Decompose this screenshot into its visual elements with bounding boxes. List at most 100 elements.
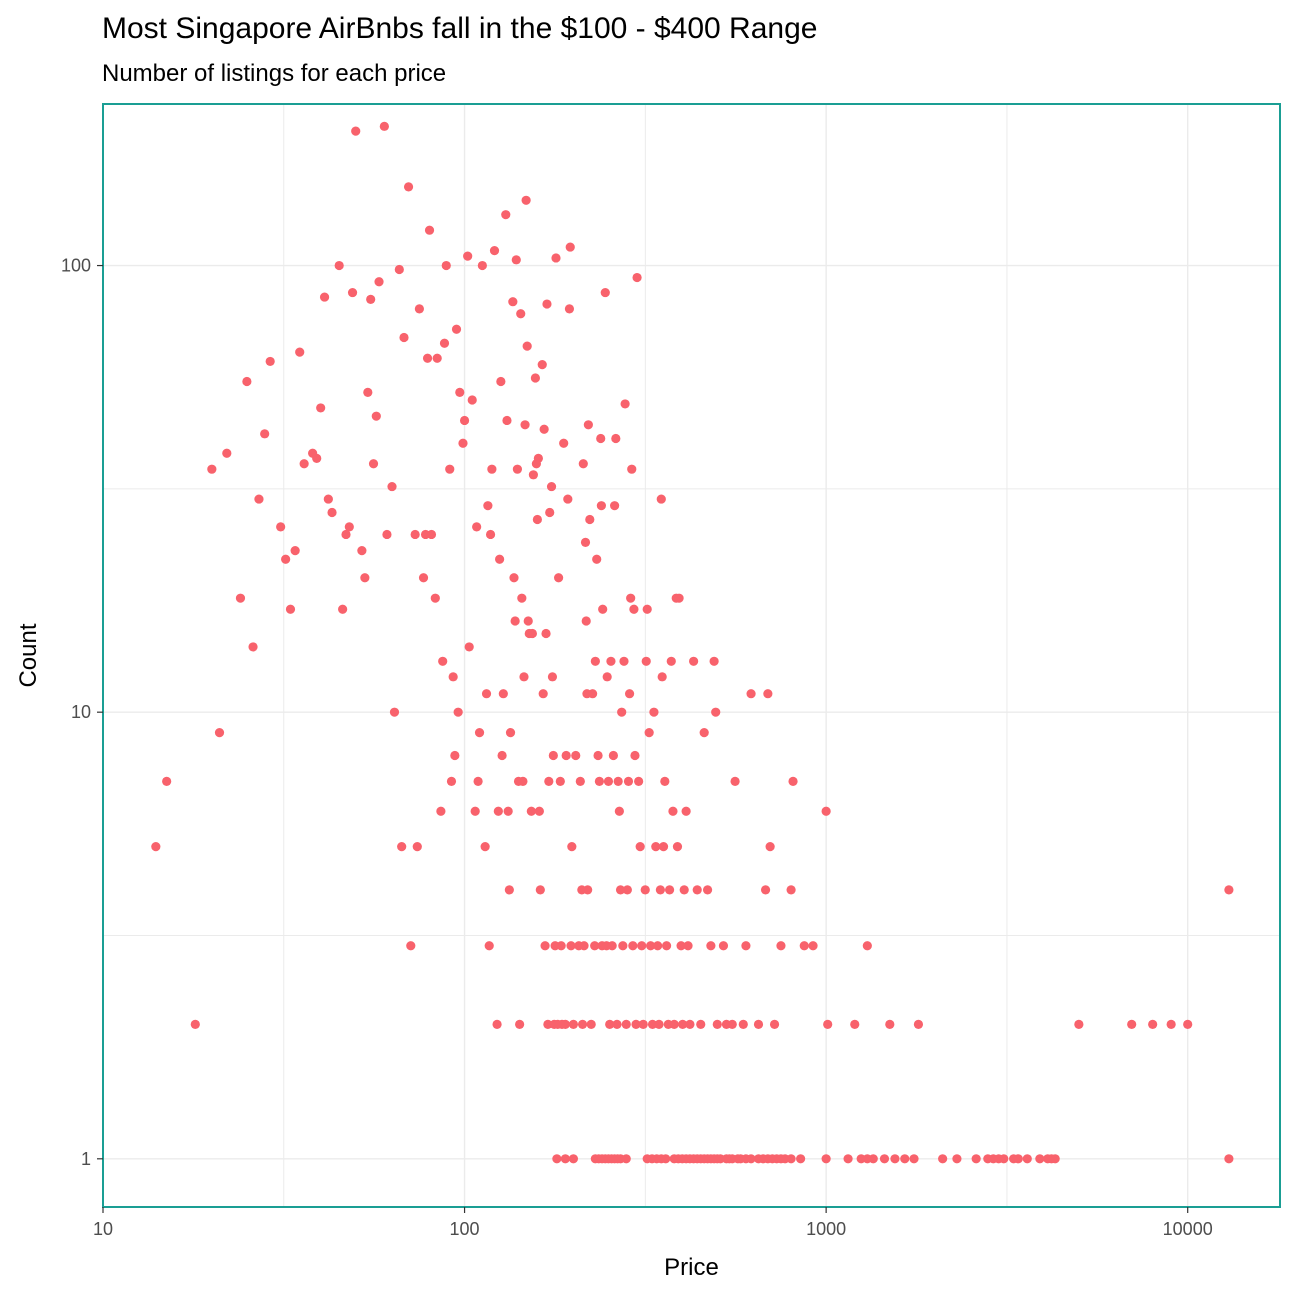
data-point xyxy=(406,941,416,951)
data-point xyxy=(319,292,330,302)
data-point xyxy=(436,806,446,816)
data-point xyxy=(248,642,258,652)
data-point xyxy=(696,1019,706,1029)
data-point xyxy=(368,459,379,469)
data-point xyxy=(492,1019,502,1029)
data-point xyxy=(503,806,513,816)
data-point xyxy=(909,1154,919,1164)
data-point xyxy=(357,546,367,556)
data-point xyxy=(900,1154,910,1164)
data-point xyxy=(608,750,618,761)
data-point xyxy=(765,842,775,852)
data-point xyxy=(786,1154,796,1164)
data-point xyxy=(685,1019,695,1029)
data-point xyxy=(615,885,626,895)
data-point xyxy=(594,776,605,786)
data-point xyxy=(455,387,465,397)
data-point xyxy=(509,573,519,583)
data-point xyxy=(590,941,600,951)
data-point xyxy=(555,776,565,786)
data-point xyxy=(890,1154,900,1164)
data-point xyxy=(583,885,593,895)
data-point xyxy=(593,750,603,761)
data-point xyxy=(551,253,561,263)
data-point xyxy=(566,941,576,951)
data-point xyxy=(571,750,581,761)
data-point xyxy=(630,750,640,761)
data-point xyxy=(1183,1019,1193,1029)
data-point xyxy=(769,1019,780,1029)
data-point xyxy=(463,251,473,261)
data-point xyxy=(586,1019,596,1029)
data-point xyxy=(741,941,751,951)
data-point xyxy=(548,750,558,761)
data-point xyxy=(622,885,632,895)
data-point xyxy=(640,885,650,895)
data-point xyxy=(439,338,450,348)
data-point xyxy=(563,494,573,504)
data-point xyxy=(590,656,600,666)
data-point xyxy=(628,941,638,951)
data-point xyxy=(1127,1019,1137,1029)
data-point xyxy=(422,353,433,363)
data-point xyxy=(533,453,543,464)
data-point xyxy=(660,776,670,786)
data-point xyxy=(626,593,636,603)
y-axis-title: Count xyxy=(15,623,42,687)
data-point xyxy=(254,494,264,504)
data-point xyxy=(657,672,667,682)
data-point xyxy=(316,403,326,413)
data-point xyxy=(1224,885,1234,895)
data-point xyxy=(711,707,721,717)
data-point xyxy=(1022,1154,1032,1164)
data-point xyxy=(786,885,796,895)
data-point xyxy=(323,494,333,504)
data-point xyxy=(843,1154,853,1164)
data-point xyxy=(489,246,500,256)
data-point xyxy=(672,842,683,852)
data-point xyxy=(498,689,508,699)
x-tick-label: 10000 xyxy=(1163,1219,1213,1239)
data-point xyxy=(483,501,493,511)
data-point xyxy=(412,842,422,852)
data-point xyxy=(681,806,691,816)
data-point xyxy=(281,554,291,564)
data-point xyxy=(487,464,497,474)
data-point xyxy=(561,750,571,761)
data-point xyxy=(621,1019,631,1029)
data-point xyxy=(290,546,300,556)
y-tick-label: 100 xyxy=(61,256,91,276)
data-point xyxy=(632,272,642,283)
data-point xyxy=(526,806,536,816)
data-point xyxy=(459,415,470,426)
data-point xyxy=(242,376,252,387)
data-point xyxy=(446,776,457,786)
data-point xyxy=(505,728,516,738)
data-point xyxy=(585,514,595,525)
data-point xyxy=(403,182,414,192)
data-point xyxy=(580,537,591,547)
data-point xyxy=(560,1019,570,1029)
data-point xyxy=(730,776,740,786)
data-point xyxy=(617,707,627,717)
data-point xyxy=(480,842,490,852)
data-point xyxy=(661,1154,671,1164)
data-point xyxy=(190,1019,200,1029)
data-point xyxy=(295,347,305,357)
data-point xyxy=(552,1154,562,1164)
data-point xyxy=(520,420,530,430)
data-point xyxy=(481,689,492,699)
data-point xyxy=(1050,1154,1060,1164)
data-point xyxy=(235,593,246,603)
data-point xyxy=(1074,1019,1084,1029)
data-point xyxy=(543,1019,553,1029)
data-point xyxy=(702,885,713,895)
data-point xyxy=(1166,1019,1176,1029)
data-point xyxy=(603,776,614,786)
data-point xyxy=(458,438,468,448)
data-point xyxy=(472,522,482,532)
data-point xyxy=(541,628,551,639)
data-point xyxy=(334,260,344,271)
data-point xyxy=(522,341,532,351)
data-point xyxy=(508,297,518,307)
